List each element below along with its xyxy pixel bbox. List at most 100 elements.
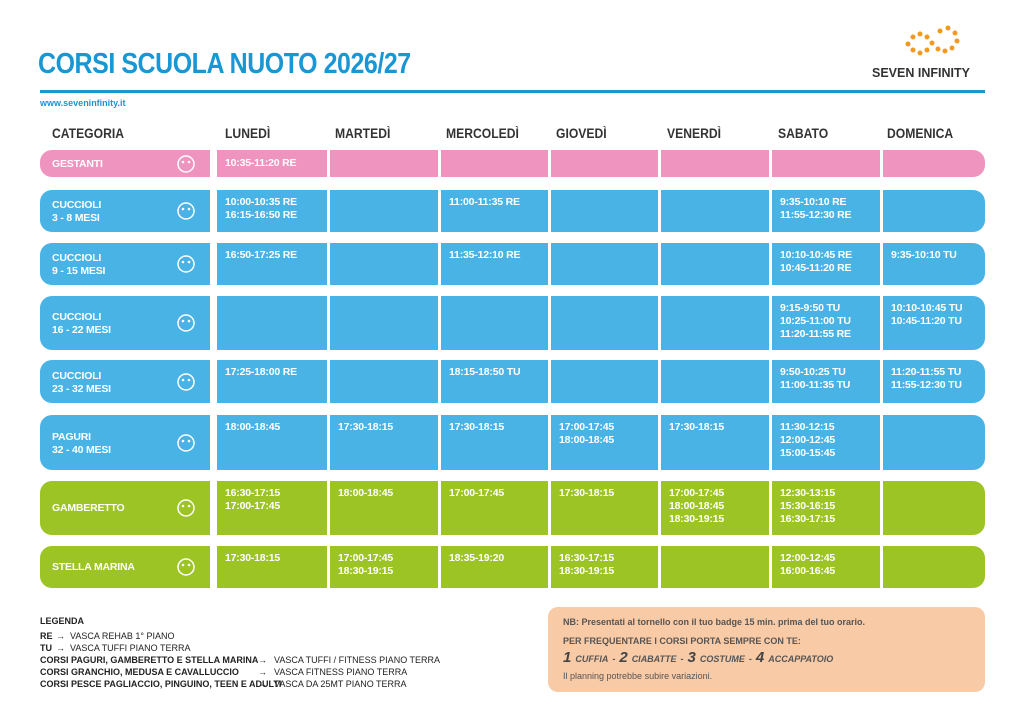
separator: -: [680, 654, 684, 664]
schedule-cell: [661, 360, 769, 403]
schedule-cell: 9:35-10:10 TU: [883, 243, 985, 285]
schedule-cell: [661, 150, 769, 177]
time-slot: 11:00-11:35 RE: [449, 196, 520, 208]
schedule-cell: [883, 190, 985, 232]
legend-text: VASCA TUFFI PIANO TERRA: [70, 643, 191, 653]
time-slot: 10:10-10:45 TU: [891, 302, 963, 314]
schedule-cell: 16:30-17:15 17:00-17:45: [217, 481, 327, 535]
time-slot: 18:30-19:15: [669, 513, 725, 525]
item-number: 4: [755, 649, 765, 666]
nb-note: NB: Presentati al tornello con il tuo ba…: [563, 617, 866, 627]
category-icon: [177, 372, 195, 391]
schedule-cell: 10:35-11:20 RE: [217, 150, 327, 177]
time-slot: 9:35-10:10 TU: [891, 249, 957, 261]
time-slot: 10:45-11:20 TU: [891, 315, 962, 327]
schedule-cell: [330, 296, 438, 350]
time-slot: 17:30-18:15: [225, 552, 281, 564]
item-number: 2: [619, 649, 628, 666]
column-header: MERCOLEDÌ: [446, 126, 519, 141]
schedule-cell: [330, 150, 438, 177]
schedule-cell: [330, 360, 438, 403]
schedule-cell: 17:30-18:15: [217, 546, 327, 588]
schedule-cell: 18:00-18:45: [330, 481, 438, 535]
time-slot: 15:00-15:45: [780, 447, 836, 459]
schedule-cell: 17:30-18:15: [441, 415, 548, 470]
time-slot: 9:50-10:25 TU: [780, 366, 846, 378]
schedule-cell: [217, 296, 327, 350]
time-slot: 18:00-18:45: [669, 500, 725, 512]
notes-box: NB: Presentati al tornello con il tuo ba…: [548, 607, 985, 692]
schedule-cell: 17:00-17:45 18:00-18:45 18:30-19:15: [661, 481, 769, 535]
time-slot: 16:50-17:25 RE: [225, 249, 297, 261]
schedule-cell: 11:30-12:15 12:00-12:45 15:00-15:45: [772, 415, 880, 470]
time-slot: 17:00-17:45: [338, 552, 394, 564]
time-slot: 16:30-17:15: [559, 552, 615, 564]
schedule-cell: [883, 150, 985, 177]
item-label: ACCAPPATOIO: [768, 654, 834, 664]
time-slot: 11:55-12:30 TU: [891, 379, 962, 391]
column-header: LUNEDÌ: [225, 126, 271, 141]
separator: -: [612, 654, 616, 664]
schedule-cell: 11:20-11:55 TU 11:55-12:30 TU: [883, 360, 985, 403]
legend-text: VASCA REHAB 1° PIANO: [70, 631, 175, 641]
schedule-cell: [551, 243, 658, 285]
category-label: 23 - 32 MESI: [52, 382, 111, 395]
schedule-cell: [551, 296, 658, 350]
schedule-cell: [330, 190, 438, 232]
schedule-cell: 17:30-18:15: [551, 481, 658, 535]
item-label: COSTUME: [699, 654, 745, 664]
category-icon: [177, 499, 195, 517]
time-slot: 18:15-18:50 TU: [449, 366, 521, 378]
item-number: 1: [563, 649, 572, 666]
column-header: CATEGORIA: [52, 126, 124, 141]
schedule-cell: 11:00-11:35 RE: [441, 190, 548, 232]
legend-title: LEGENDA: [40, 616, 85, 626]
schedule-cell: 17:00-17:45 18:30-19:15: [330, 546, 438, 588]
time-slot: 10:00-10:35 RE: [225, 196, 297, 208]
schedule-cell: 12:30-13:15 15:30-16:15 16:30-17:15: [772, 481, 880, 535]
category-label: CUCCIOLI: [52, 252, 102, 264]
time-slot: 10:35-11:20 RE: [225, 157, 297, 169]
schedule-cell: [661, 243, 769, 285]
category-cell: GAMBERETTO: [40, 481, 210, 535]
schedule-cell: [661, 546, 769, 588]
time-slot: 11:30-12:15: [780, 421, 835, 433]
schedule-cell: 9:35-10:10 RE 11:55-12:30 RE: [772, 190, 880, 232]
time-slot: 17:30-18:15: [338, 421, 394, 433]
category-icon: [177, 154, 195, 173]
time-slot: 12:00-12:45: [780, 434, 836, 446]
category-label: 3 - 8 MESI: [52, 212, 100, 224]
time-slot: 17:00-17:45: [669, 487, 725, 499]
item-label: CIABATTE: [631, 654, 677, 664]
title: CORSI SCUOLA NUOTO 2026/27: [38, 48, 411, 80]
schedule-cell: [661, 190, 769, 232]
legend-term: CORSI PAGURI, GAMBERETTO E STELLA MARINA: [40, 655, 259, 665]
category-icon: [177, 433, 195, 452]
legend-text: VASCA DA 25MT PIANO TERRA: [274, 679, 407, 689]
time-slot: 17:30-18:15: [559, 487, 615, 499]
schedule-cell: 9:15-9:50 TU 10:25-11:00 TU 11:20-11:55 RE: [772, 296, 880, 350]
brand: SEVEN INFINITY: [872, 66, 970, 80]
time-slot: 15:30-16:15: [780, 500, 836, 512]
category-label: CUCCIOLI: [52, 369, 102, 382]
category-label: STELLA MARINA: [52, 561, 135, 573]
legend-term: TU: [40, 643, 52, 653]
separator: -: [748, 654, 752, 664]
schedule-cell: [330, 243, 438, 285]
schedule-cell: [441, 150, 548, 177]
time-slot: 9:15-9:50 TU: [780, 302, 841, 314]
time-slot: 17:25-18:00 RE: [225, 366, 297, 378]
category-label: GAMBERETTO: [52, 502, 125, 514]
schedule-cell: 18:35-19:20: [441, 546, 548, 588]
schedule-cell: [551, 360, 658, 403]
category-cell: CUCCIOLI 16 - 22 MESI: [40, 296, 210, 350]
time-slot: 10:10-10:45 RE: [780, 249, 852, 261]
schedule-cell: [883, 546, 985, 588]
category-label: 32 - 40 MESI: [52, 443, 111, 456]
time-slot: 10:45-11:20 RE: [780, 262, 852, 274]
item-number: 3: [687, 649, 696, 666]
schedule-cell: [551, 190, 658, 232]
schedule-cell: 10:00-10:35 RE 16:15-16:50 RE: [217, 190, 327, 232]
schedule-cell: 17:00-17:45: [441, 481, 548, 535]
time-slot: 10:25-11:00 TU: [780, 315, 851, 327]
